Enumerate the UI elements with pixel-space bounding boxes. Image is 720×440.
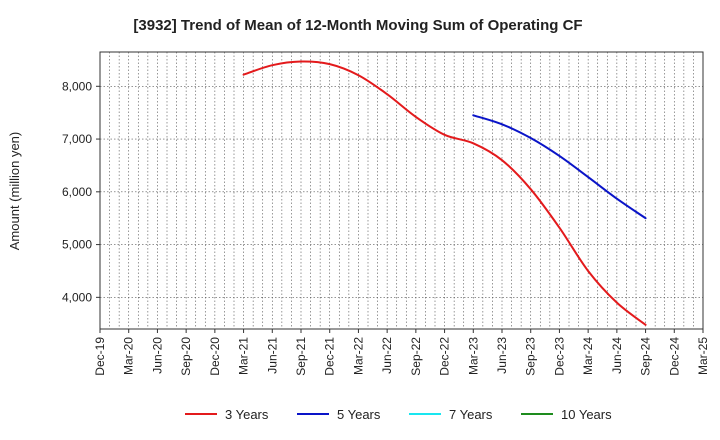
legend: 3 Years 5 Years 7 Years 10 Years [185,407,612,422]
x-tick-label: Jun-21 [265,337,279,374]
x-tick-label: Mar-25 [696,337,710,375]
y-axis-ticks: 4,000 5,000 6,000 7,000 8,000 [62,79,100,304]
x-tick-label: Mar-24 [581,337,595,375]
x-tick-label: Sep-20 [179,337,193,376]
chart-title: [3932] Trend of Mean of 12-Month Moving … [133,17,582,34]
x-tick-label: Dec-23 [552,337,566,376]
x-tick-label: Sep-21 [294,337,308,376]
y-tick-label: 6,000 [62,185,92,199]
x-tick-label: Jun-24 [610,337,624,374]
series-line-5-years [472,114,647,220]
series-line-3-years [242,60,647,326]
x-tick-label: Mar-21 [237,337,251,375]
x-tick-label: Jun-23 [495,337,509,374]
y-tick-label: 4,000 [62,290,92,304]
x-tick-label: Mar-23 [466,337,480,375]
legend-label-3-years: 3 Years [225,407,269,422]
y-tick-label: 5,000 [62,238,92,252]
legend-label-10-years: 10 Years [561,407,612,422]
gridlines [100,52,703,329]
x-tick-label: Dec-24 [667,337,681,376]
plot-frame [99,51,704,330]
y-axis-label: Amount (million yen) [7,132,22,251]
y-tick-label: 8,000 [62,79,92,93]
x-tick-label: Sep-22 [409,337,423,376]
legend-label-7-years: 7 Years [449,407,493,422]
y-tick-label: 7,000 [62,132,92,146]
series-layer [242,60,647,326]
plot-area [100,52,703,329]
x-tick-label: Jun-22 [380,337,394,374]
x-tick-label: Mar-22 [351,337,365,375]
x-tick-label: Sep-24 [639,337,653,376]
x-tick-label: Dec-19 [93,337,107,376]
x-tick-label: Dec-21 [323,337,337,376]
x-tick-label: Sep-23 [524,337,538,376]
x-tick-label: Dec-20 [208,337,222,376]
legend-label-5-years: 5 Years [337,407,381,422]
x-tick-label: Mar-20 [122,337,136,375]
x-tick-label: Jun-20 [150,337,164,374]
x-tick-label: Dec-22 [438,337,452,376]
x-axis-ticks: Dec-19 Mar-20 Jun-20 Sep-20 Dec-20 Mar-21 Jun-… [93,329,710,376]
